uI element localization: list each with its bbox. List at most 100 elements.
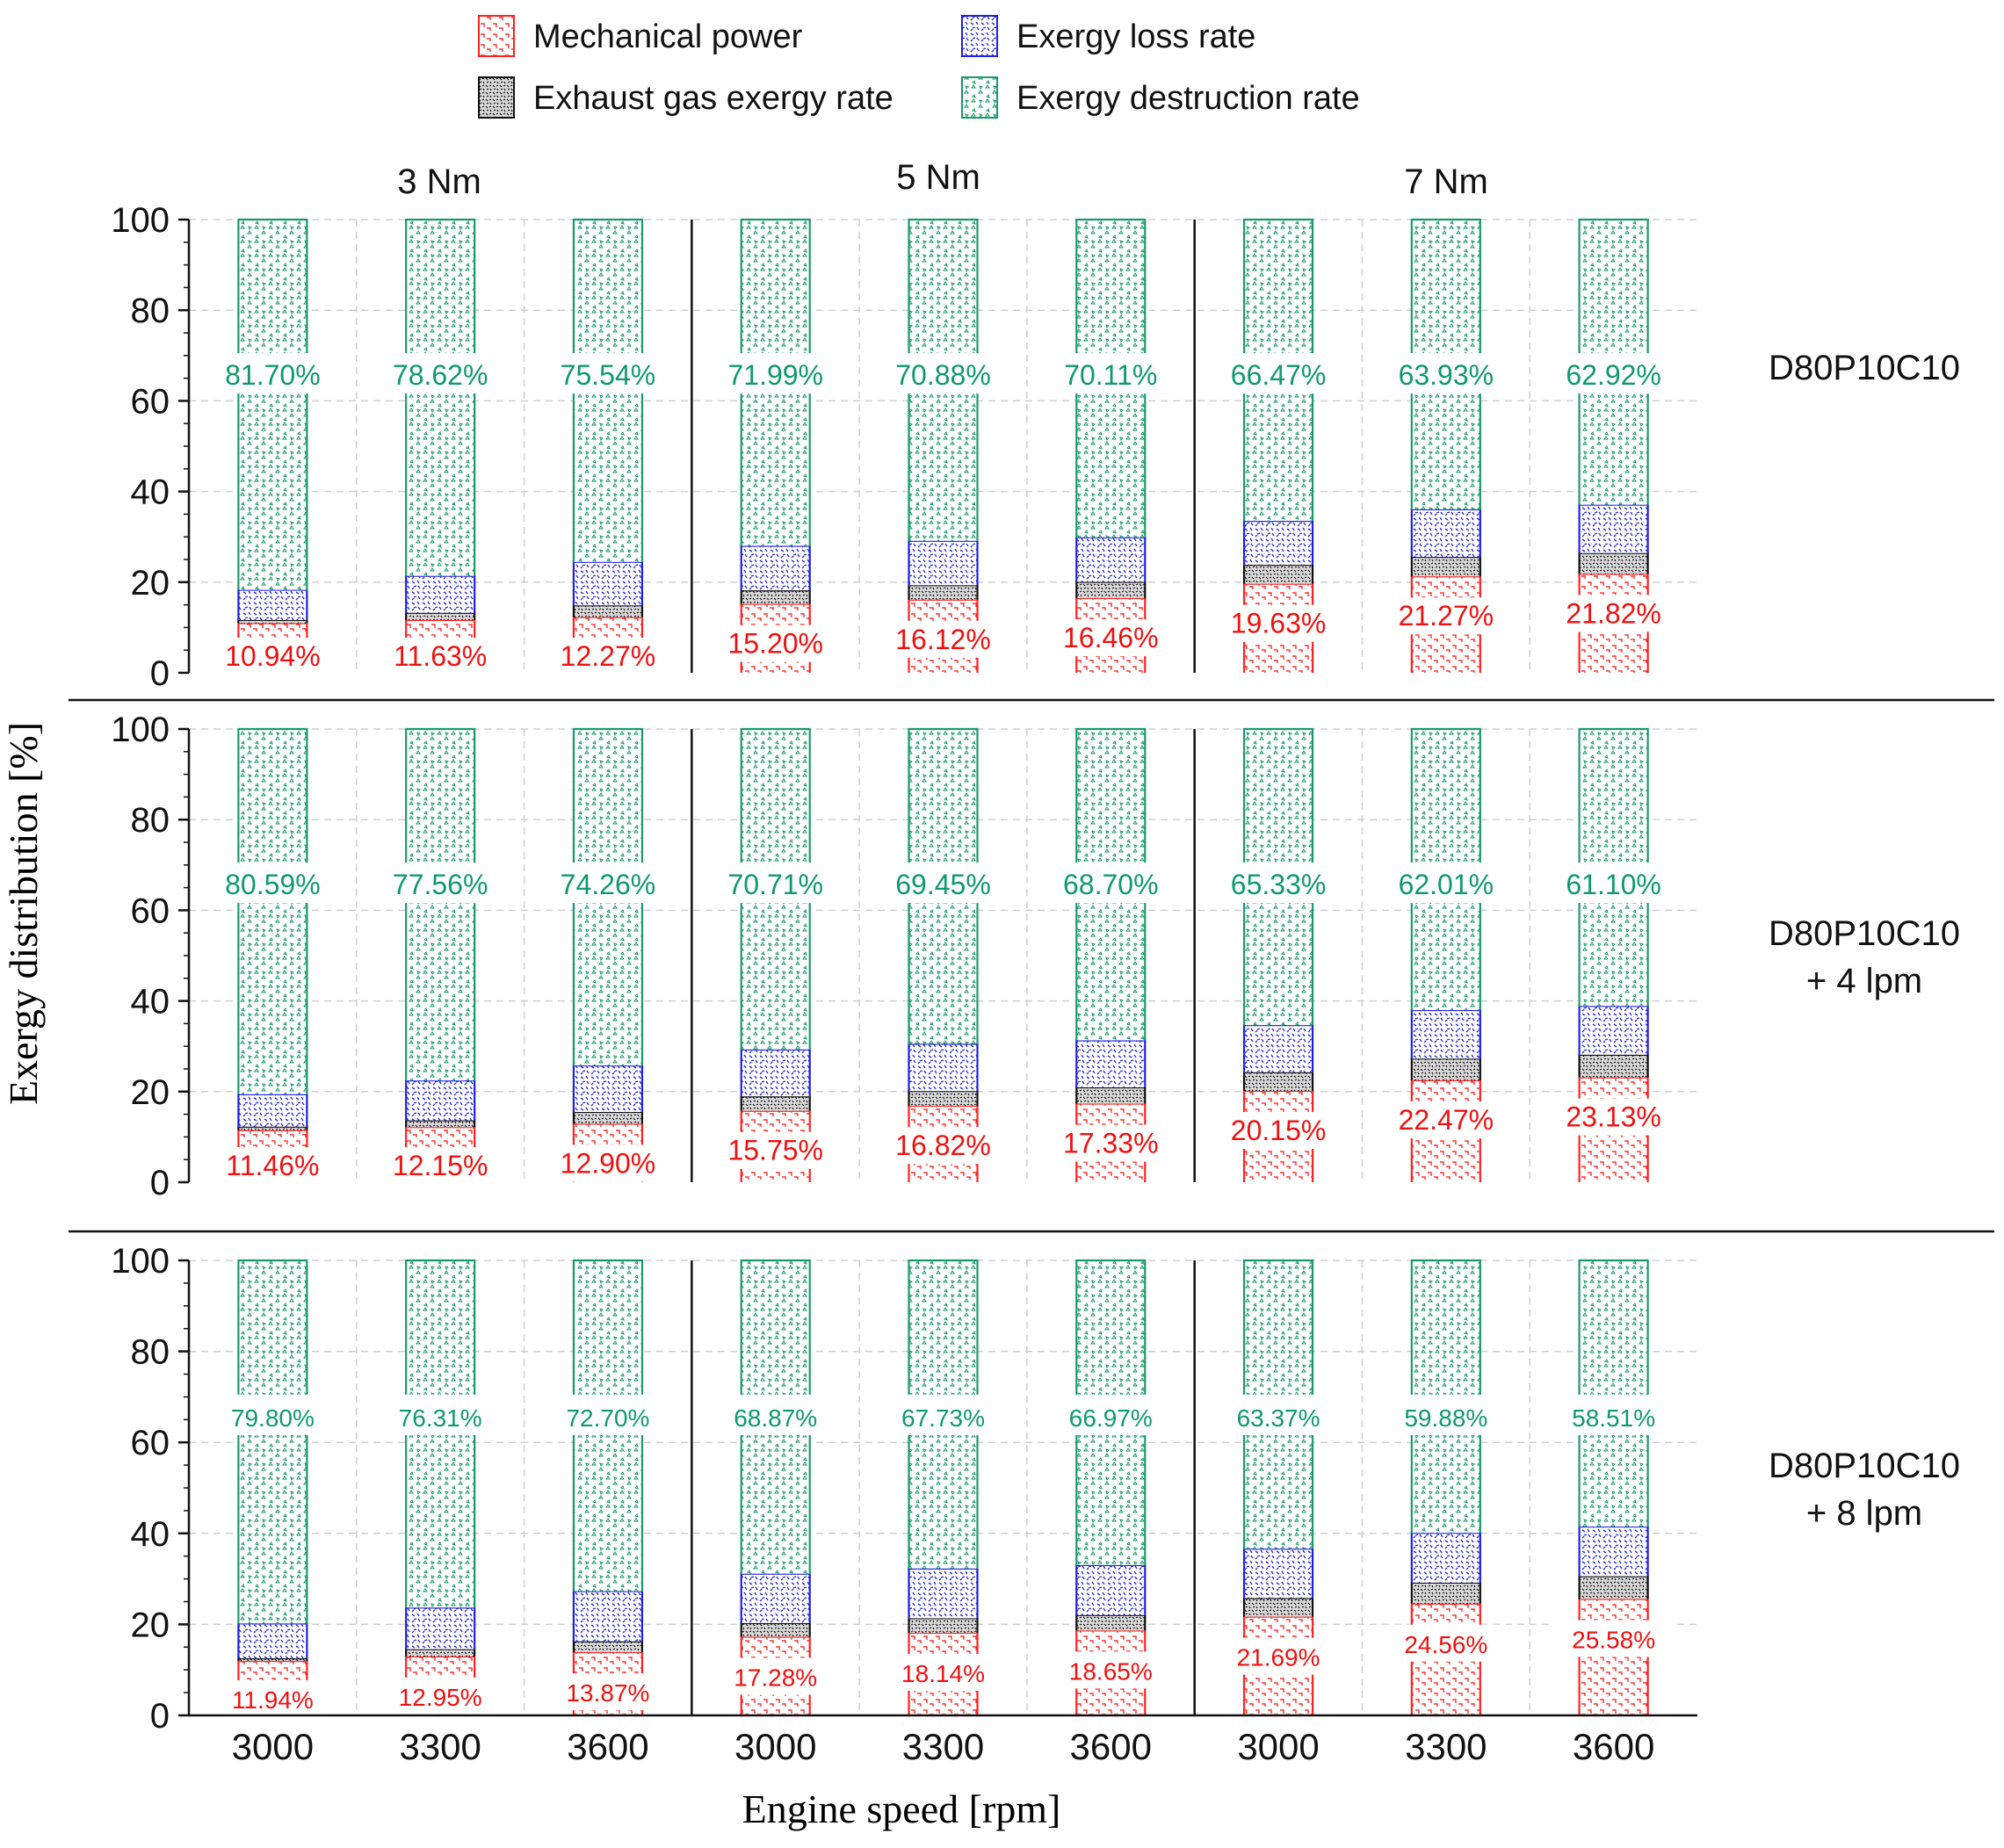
label-plate [211,1680,335,1717]
label-plate [713,353,837,394]
label-plate [1217,863,1341,904]
label-plate [713,624,837,662]
label-plate [1384,353,1508,394]
panel-3: 0 20 40 60 80 100 79.80% 11.94% 76.31% 12.95% 72.7… [111,1242,1960,1736]
bar-segment-loss [908,1568,978,1619]
data-label-mechanical: 18.14% [901,1660,985,1687]
bar-segment-exh [908,1618,978,1634]
label-plate [379,638,503,675]
label-plate [713,1394,837,1435]
label-plate [1384,1394,1508,1435]
bar-stack: 75.54% 12.27% [546,218,669,675]
y-tick-label: 60 [131,892,170,930]
label-plate [379,863,503,904]
bar-segment-loss [1411,1533,1480,1583]
y-tick-label: 100 [111,1242,170,1281]
bar-segment-loss [573,561,642,606]
y-tick-label: 0 [150,654,170,693]
x-tick-label: 3000 [734,1726,816,1767]
bar-segment-exh [908,585,978,600]
y-tick-label: 40 [131,983,170,1021]
label-plate [546,1673,669,1711]
torque-group-label: 3 Nm [397,162,481,201]
bar-outline-exh [572,604,644,617]
data-label-mechanical: 13.87% [566,1679,649,1707]
bar-stack: 78.62% 11.63% [379,218,503,675]
label-plate [379,353,503,394]
bar-outline-loss [740,1572,811,1623]
data-label-destruction: 72.70% [566,1404,649,1432]
data-label-destruction: 66.47% [1231,359,1327,391]
data-label-destruction: 71.99% [727,359,823,391]
data-label-destruction: 65.33% [1231,869,1327,900]
x-axis-title: Engine speed [rpm] [742,1787,1061,1831]
x-tick-label: 3600 [567,1726,648,1767]
bar-stack: 68.87% 17.28% [713,1259,837,1715]
label-plate [211,863,335,904]
label-plate [1384,597,1508,635]
label-plate [379,1394,503,1435]
label-plate [1217,1394,1341,1435]
data-label-mechanical: 16.46% [1063,622,1159,653]
x-tick-label: 3000 [232,1726,314,1767]
bar-outline-loss [908,539,979,586]
bar-outline-exh [1242,1597,1314,1617]
bar-stack: 67.73% 18.14% [881,1259,1005,1715]
bar-segment-exh [1411,557,1480,577]
bar-outline-exh [740,1621,811,1637]
label-plate [1384,1624,1508,1662]
torque-group-label: 5 Nm [896,158,980,197]
bar-outline-exh [1578,1575,1649,1599]
legend-swatch-exh [478,76,515,119]
panel-1: 0 20 40 60 80 100 81.70% 10.94% 78.62% 11.63% 75.5… [69,201,1994,702]
legend-item-exh: Exhaust gas exergy rate [478,76,893,119]
bar-stack: 63.93% 21.27% [1384,218,1508,673]
legend-label-mech: Mechanical power [533,18,803,55]
data-label-mechanical: 11.46% [226,1150,319,1181]
label-plate [546,1394,669,1435]
bar-outline-exh [237,1125,308,1130]
data-label-mechanical: 11.63% [394,640,487,672]
bar-segment-loss [741,1049,810,1097]
y-tick-label: 0 [150,1697,170,1736]
panel-label: + 4 lpm [1806,962,1922,1000]
data-label-mechanical: 17.33% [1063,1128,1159,1159]
legend-item-dest: Exergy destruction rate [961,76,1360,119]
bar-outline-exh [908,584,979,600]
bar-stack: 58.51% 25.58% [1552,1259,1675,1715]
label-plate [1552,863,1675,904]
label-plate [546,638,669,675]
label-plate [881,353,1005,394]
label-plate [211,638,335,675]
data-label-mechanical: 12.90% [561,1147,656,1179]
data-label-mechanical: 12.27% [561,640,656,672]
data-label-destruction: 67.73% [901,1404,985,1432]
bar-stack: 70.71% 15.75% [713,727,837,1182]
bar-segment-loss [406,575,475,613]
label-plate [881,1127,1005,1165]
bar-segment-dest [238,220,307,590]
y-tick-label: 20 [131,1606,170,1644]
x-tick-label: 3300 [399,1726,481,1767]
bar-outline-loss [405,1606,476,1649]
bar-segment-loss [406,1607,475,1649]
bar-outline-exh [1578,552,1649,574]
bar-outline-exh [740,1095,811,1111]
bar-segment-exh [1579,552,1648,574]
bar-stack: 80.59% 11.46% [211,727,335,1184]
label-plate [1217,1112,1341,1150]
bar-stack: 77.56% 12.15% [379,727,503,1184]
data-label-destruction: 80.59% [225,869,321,900]
label-plate [1049,1651,1173,1689]
bar-outline-loss [1410,1532,1481,1583]
data-label-destruction: 63.37% [1237,1404,1320,1432]
bar-stack: 59.88% 24.56% [1384,1259,1508,1715]
y-axis-title: Exergy distribution [%] [1,722,46,1105]
bar-outline-loss [572,1590,644,1642]
bar-segment-loss [741,1573,810,1623]
bar-segment-exh [1244,565,1313,584]
bar-segment-exh [741,1096,810,1111]
bar-segment-exh [573,1112,642,1124]
bar-segment-exh [741,590,810,604]
